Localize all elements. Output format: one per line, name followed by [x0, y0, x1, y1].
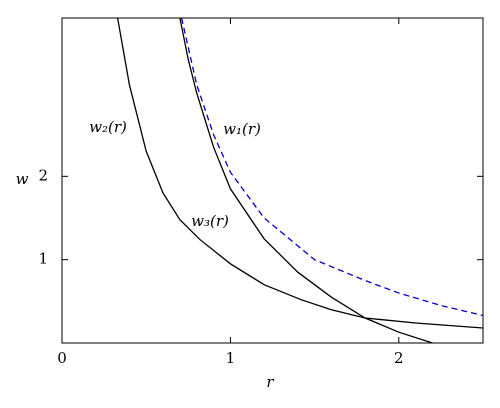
curve: [116, 18, 483, 329]
y-tick-label: 1: [38, 250, 48, 268]
x-tick-label: 0: [57, 349, 67, 367]
y-axis-label: w: [16, 170, 29, 188]
plot-frame: [61, 17, 484, 344]
x-axis-label: r: [266, 373, 274, 391]
curve-label: w₁(r): [223, 120, 261, 138]
curve-label: w₃(r): [191, 212, 229, 230]
curve: [179, 18, 433, 343]
x-tick-label: 2: [394, 349, 404, 367]
x-tick-label: 1: [226, 349, 236, 367]
curve-label: w₂(r): [89, 118, 127, 136]
y-tick-label: 2: [38, 166, 48, 184]
curve: [180, 18, 483, 317]
